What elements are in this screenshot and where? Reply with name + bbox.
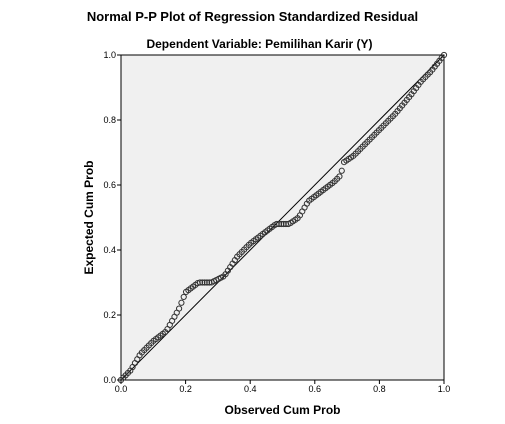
x-tick-label: 0.0	[115, 384, 128, 394]
y-tick-label: 1.0	[103, 50, 116, 60]
y-axis-label: Expected Cum Prob	[82, 160, 96, 274]
y-tick-label: 0.6	[103, 180, 116, 190]
x-axis-label: Observed Cum Prob	[224, 403, 340, 417]
y-tick-label: 0.8	[103, 115, 116, 125]
y-tick-label: 0.2	[103, 310, 116, 320]
x-tick-label: 0.8	[373, 384, 386, 394]
x-tick-label: 0.2	[179, 384, 192, 394]
x-tick-label: 0.6	[309, 384, 322, 394]
y-tick-label: 0.0	[103, 375, 116, 385]
x-tick-label: 0.4	[244, 384, 257, 394]
y-tick-label: 0.4	[103, 245, 116, 255]
x-tick-label: 1.0	[438, 384, 451, 394]
